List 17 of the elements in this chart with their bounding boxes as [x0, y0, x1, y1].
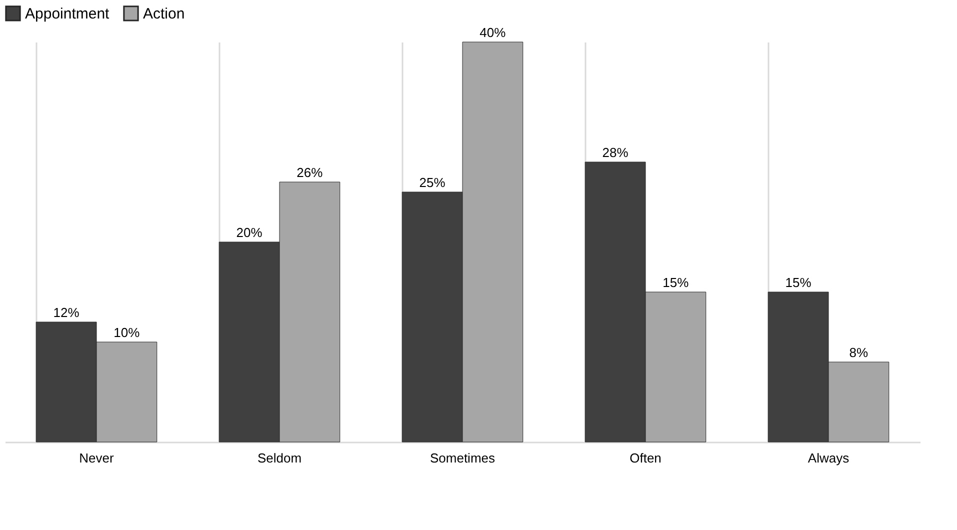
data-label: 40%: [480, 25, 506, 40]
data-label: 20%: [236, 225, 263, 240]
x-tick-label: Never: [79, 450, 115, 466]
x-tick-label: Often: [630, 450, 662, 466]
legend-label: Action: [143, 5, 185, 22]
data-label: 8%: [849, 345, 869, 360]
x-tick-label: Always: [808, 450, 850, 466]
data-label: 10%: [114, 325, 140, 340]
data-label: 25%: [419, 175, 446, 190]
x-tick-label: Sometimes: [430, 450, 496, 466]
data-label: 12%: [53, 305, 80, 320]
legend-label: Appointment: [25, 5, 110, 22]
data-label: 26%: [296, 165, 324, 180]
x-tick-label: Seldom: [257, 450, 302, 466]
data-label: 15%: [662, 275, 690, 290]
data-label: 28%: [602, 145, 629, 160]
data-label: 15%: [785, 275, 812, 290]
